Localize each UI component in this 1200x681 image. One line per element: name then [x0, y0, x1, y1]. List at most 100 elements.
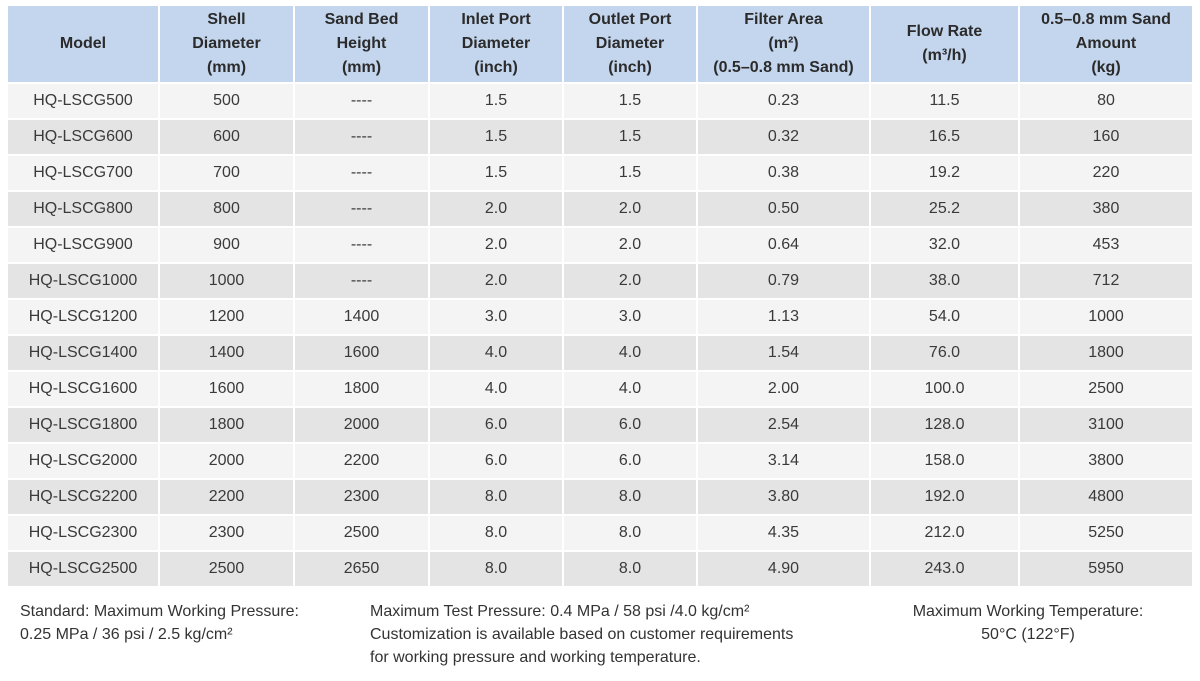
model-cell: HQ-LSCG800: [8, 192, 158, 226]
footer-middle-line: Customization is available based on cust…: [370, 626, 794, 643]
table-cell: 54.0: [871, 300, 1018, 334]
table-cell: ----: [295, 156, 428, 190]
table-cell: 1600: [160, 372, 293, 406]
table-cell: 1.54: [698, 336, 869, 370]
table-cell: 160: [1020, 120, 1192, 154]
table-row: HQ-LSCG500 500 ---- 1.5 1.5 0.23 11.5 80: [8, 84, 1192, 118]
table-cell: 212.0: [871, 516, 1018, 550]
table-cell: 2500: [295, 516, 428, 550]
table-row: HQ-LSCG800 800 ---- 2.0 2.0 0.50 25.2 380: [8, 192, 1192, 226]
footer-middle-line: Maximum Test Pressure: 0.4 MPa / 58 psi …: [370, 603, 750, 620]
column-header-line: Diameter: [595, 35, 665, 52]
column-header-line: Diameter: [192, 35, 261, 52]
table-cell: 6.0: [430, 444, 562, 478]
table-cell: 25.2: [871, 192, 1018, 226]
table-cell: 192.0: [871, 480, 1018, 514]
table-cell: 4.0: [430, 372, 562, 406]
table-cell: 8.0: [430, 480, 562, 514]
table-row: HQ-LSCG2500 2500 2650 8.0 8.0 4.90 243.0 5950: [8, 552, 1192, 586]
column-header-line: (inch): [474, 59, 518, 76]
table-cell: 0.64: [698, 228, 869, 262]
table-cell: 6.0: [564, 444, 696, 478]
table-cell: 1.5: [564, 156, 696, 190]
table-cell: 11.5: [871, 84, 1018, 118]
table-cell: 1200: [160, 300, 293, 334]
table-cell: 500: [160, 84, 293, 118]
table-cell: ----: [295, 264, 428, 298]
table-cell: 1.13: [698, 300, 869, 334]
table-cell: 4800: [1020, 480, 1192, 514]
table-cell: 3.80: [698, 480, 869, 514]
column-header-line: (mm): [206, 59, 247, 76]
table-row: HQ-LSCG900 900 ---- 2.0 2.0 0.64 32.0 453: [8, 228, 1192, 262]
table-row: HQ-LSCG2000 2000 2200 6.0 6.0 3.14 158.0 3800: [8, 444, 1192, 478]
column-header: Shell Diameter (mm): [160, 6, 293, 82]
table-cell: 128.0: [871, 408, 1018, 442]
table-cell: 800: [160, 192, 293, 226]
table-cell: 6.0: [564, 408, 696, 442]
footer-working-temperature: Maximum Working Temperature: 50°C (122°F…: [880, 600, 1176, 646]
column-header-line: Amount: [1075, 35, 1137, 52]
footer-left-line: Standard: Maximum Working Pressure:: [20, 603, 299, 620]
table-cell: 19.2: [871, 156, 1018, 190]
table-cell: 80: [1020, 84, 1192, 118]
column-header-line: (m²): [768, 35, 799, 52]
table-cell: 0.23: [698, 84, 869, 118]
table-cell: 2.54: [698, 408, 869, 442]
table-row: HQ-LSCG1600 1600 1800 4.0 4.0 2.00 100.0 2500: [8, 372, 1192, 406]
table-cell: 8.0: [564, 552, 696, 586]
table-cell: 243.0: [871, 552, 1018, 586]
table-cell: 220: [1020, 156, 1192, 190]
column-header-line: Flow Rate: [906, 23, 983, 40]
table-cell: 1400: [295, 300, 428, 334]
column-header-line: (mm): [341, 59, 382, 76]
table-cell: 1400: [160, 336, 293, 370]
table-cell: 900: [160, 228, 293, 262]
column-header-line: (kg): [1091, 59, 1121, 76]
table-cell: 2.00: [698, 372, 869, 406]
table-row: HQ-LSCG1200 1200 1400 3.0 3.0 1.13 54.0 1000: [8, 300, 1192, 334]
table-cell: 100.0: [871, 372, 1018, 406]
column-header-line: Sand Bed: [324, 11, 399, 28]
table-row: HQ-LSCG1800 1800 2000 6.0 6.0 2.54 128.0 3100: [8, 408, 1192, 442]
model-cell: HQ-LSCG1800: [8, 408, 158, 442]
table-cell: 1000: [1020, 300, 1192, 334]
table-cell: 5250: [1020, 516, 1192, 550]
table-cell: 600: [160, 120, 293, 154]
table-cell: 2.0: [430, 264, 562, 298]
table-cell: 3.0: [564, 300, 696, 334]
table-cell: 380: [1020, 192, 1192, 226]
footer-left-line: 0.25 MPa / 36 psi / 2.5 kg/cm²: [20, 626, 233, 643]
table-cell: 2.0: [430, 192, 562, 226]
table-cell: ----: [295, 192, 428, 226]
table-cell: 2.0: [430, 228, 562, 262]
column-header: Model: [8, 6, 158, 82]
table-cell: 2650: [295, 552, 428, 586]
table-cell: 1600: [295, 336, 428, 370]
table-cell: 3.14: [698, 444, 869, 478]
table-row: HQ-LSCG600 600 ---- 1.5 1.5 0.32 16.5 160: [8, 120, 1192, 154]
footer-right-line: 50°C (122°F): [981, 626, 1075, 643]
table-cell: 4.0: [564, 372, 696, 406]
table-row: HQ-LSCG1400 1400 1600 4.0 4.0 1.54 76.0 1800: [8, 336, 1192, 370]
column-header-line: Inlet Port: [461, 11, 531, 28]
table-row: HQ-LSCG2300 2300 2500 8.0 8.0 4.35 212.0 5250: [8, 516, 1192, 550]
table-cell: 4.35: [698, 516, 869, 550]
table-cell: 2.0: [564, 228, 696, 262]
table-row: HQ-LSCG1000 1000 ---- 2.0 2.0 0.79 38.0 712: [8, 264, 1192, 298]
table-cell: 0.32: [698, 120, 869, 154]
model-cell: HQ-LSCG500: [8, 84, 158, 118]
table-cell: 1000: [160, 264, 293, 298]
spec-table: Model Shell Diameter (mm) Sand Bed Height (mm)…: [6, 4, 1194, 588]
table-cell: 0.38: [698, 156, 869, 190]
column-header-line: Model: [59, 35, 107, 52]
table-cell: 1800: [160, 408, 293, 442]
table-cell: 4.0: [430, 336, 562, 370]
table-cell: 4.0: [564, 336, 696, 370]
footer-working-pressure: Standard: Maximum Working Pressure: 0.25…: [20, 600, 299, 646]
table-cell: 38.0: [871, 264, 1018, 298]
table-cell: 3100: [1020, 408, 1192, 442]
column-header: 0.5–0.8 mm Sand Amount (kg): [1020, 6, 1192, 82]
column-header-line: Diameter: [461, 35, 531, 52]
table-cell: 2500: [160, 552, 293, 586]
